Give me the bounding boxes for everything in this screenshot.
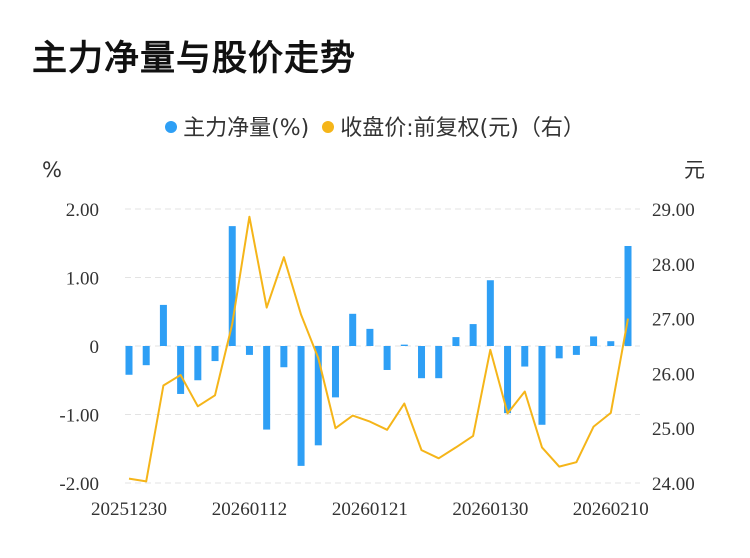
bar[interactable] [400, 344, 408, 346]
legend-dot-blue-icon [165, 121, 178, 133]
y-right-tick-label: 24.00 [652, 474, 695, 495]
bar[interactable] [280, 346, 288, 368]
bar[interactable] [486, 280, 494, 346]
bar[interactable] [142, 346, 150, 366]
legend-label-close-price: 收盘价:前复权(元)（右） [340, 116, 585, 141]
y-right-tick-label: 27.00 [652, 310, 695, 331]
bar[interactable] [349, 313, 357, 346]
legend-dot-yellow-icon [322, 121, 335, 133]
x-tick-label: 20260121 [332, 499, 408, 520]
x-tick-label: 20260130 [452, 499, 528, 520]
bar[interactable] [177, 346, 185, 394]
y-right-tick-label: 29.00 [652, 200, 695, 221]
y-left-tick-label: -2.00 [59, 474, 99, 495]
bar[interactable] [624, 245, 632, 346]
bar[interactable] [366, 328, 374, 346]
bar[interactable] [435, 346, 443, 379]
bar[interactable] [538, 346, 546, 425]
legend-item-main-net[interactable]: 主力净量(%) [165, 110, 309, 142]
y-right-tick-label: 25.00 [652, 419, 695, 440]
y-right-unit: 元 [684, 158, 705, 182]
x-tick-label: 20260210 [573, 499, 649, 520]
axis-labels: 2.00 1.00 0 -1.00 -2.00 29.00 28.00 27.00 26.00 2… [42, 158, 705, 520]
y-left-tick-label: -1.00 [59, 406, 99, 427]
bar[interactable] [314, 346, 322, 446]
bar[interactable] [159, 304, 167, 346]
bar[interactable] [418, 346, 426, 379]
legend-item-close-price[interactable]: 收盘价:前复权(元)（右） [322, 110, 585, 142]
x-tick-label: 20260112 [212, 499, 287, 520]
bar[interactable] [572, 346, 580, 355]
bar[interactable] [469, 324, 477, 346]
y-right-tick-label: 26.00 [652, 364, 695, 385]
bar[interactable] [521, 346, 529, 367]
bar[interactable] [211, 346, 219, 362]
bar[interactable] [245, 346, 253, 355]
grid-lines [125, 208, 640, 484]
bar[interactable] [228, 226, 236, 346]
x-tick-label: 20251230 [91, 499, 167, 520]
bar[interactable] [452, 337, 460, 346]
bar[interactable] [331, 346, 339, 398]
y-left-unit: % [42, 158, 62, 182]
bar[interactable] [590, 336, 598, 346]
bar[interactable] [555, 346, 563, 359]
line-series [128, 215, 629, 483]
bar[interactable] [297, 346, 305, 466]
bar[interactable] [607, 341, 615, 346]
bar[interactable] [125, 346, 133, 375]
y-left-tick-label: 1.00 [66, 269, 99, 290]
y-right-tick-label: 28.00 [652, 255, 695, 276]
y-left-tick-label: 2.00 [66, 200, 99, 221]
legend: 主力净量(%) 收盘价:前复权(元)（右） [0, 110, 750, 142]
bar[interactable] [504, 346, 512, 414]
legend-label-main-net: 主力净量(%) [183, 116, 310, 141]
bar[interactable] [263, 346, 271, 430]
close-price-line[interactable] [128, 215, 629, 483]
chart-title: 主力净量与股价走势 [32, 39, 357, 79]
y-left-tick-label: 0 [90, 337, 100, 358]
bar[interactable] [194, 346, 202, 381]
bar-series [125, 226, 632, 466]
bar[interactable] [383, 346, 391, 370]
